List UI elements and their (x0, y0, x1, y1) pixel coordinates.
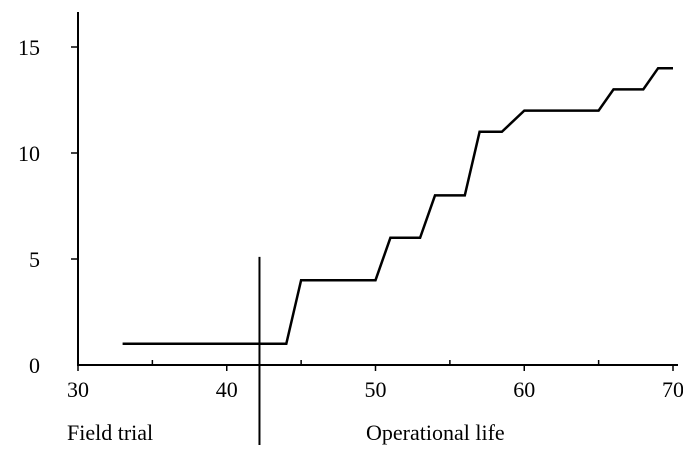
tick-labels: 30 40 50 60 70 0 5 10 15 (18, 35, 683, 402)
region-labels: Field trial Operational life (67, 420, 505, 445)
series (122, 66, 673, 346)
axes (77, 12, 678, 366)
x-tick-label: 70 (662, 377, 683, 402)
y-tick-label: 0 (29, 353, 40, 378)
y-tick-label: 10 (18, 141, 40, 166)
x-tick-label: 40 (216, 377, 238, 402)
region-label-operational-life: Operational life (366, 420, 505, 445)
region-label-field-trial: Field trial (67, 420, 153, 445)
y-tick-label: 15 (18, 35, 40, 60)
x-tick-label: 30 (67, 377, 89, 402)
y-tick-label: 5 (29, 247, 40, 272)
series-line (122, 66, 673, 346)
x-tick-label: 60 (513, 377, 535, 402)
ticks (71, 46, 674, 371)
x-tick-label: 50 (365, 377, 387, 402)
